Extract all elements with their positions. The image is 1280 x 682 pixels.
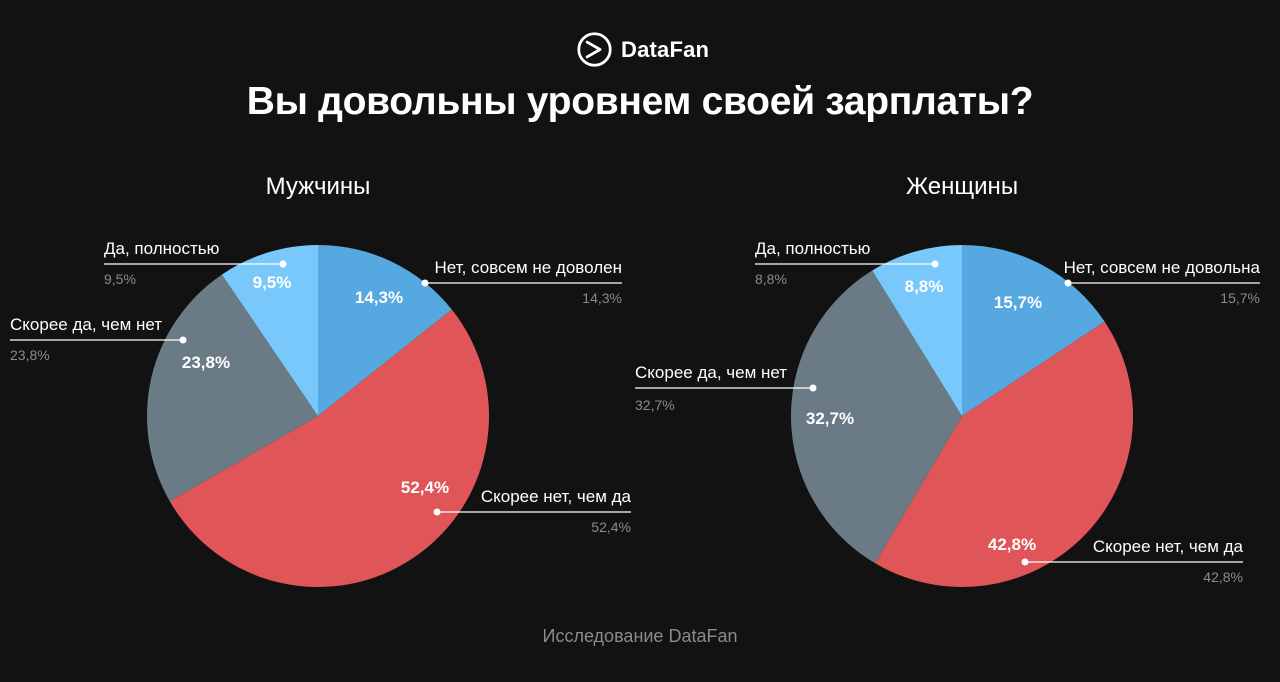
slice-value-label-men-no-at-all: 14,3% [355, 288, 403, 307]
chart-title-men: Мужчины [266, 173, 371, 200]
legend-value-men-rather-yes: 23,8% [10, 347, 50, 363]
pie-slice-men-yes-fully [221, 245, 318, 416]
callout-dot-women-no-at-all [1064, 279, 1072, 287]
slice-value-label-women-yes-fully: 8,8% [905, 277, 944, 296]
legend-label-men-yes-fully: Да, полностью [104, 239, 220, 258]
legend-label-men-rather-yes: Скорее да, чем нет [10, 315, 162, 334]
legend-label-men-no-at-all: Нет, совсем не доволен [435, 258, 623, 277]
legend-label-women-yes-fully: Да, полностью [755, 239, 871, 258]
play-arrow-logo-icon [577, 32, 612, 67]
slice-value-label-men-rather-no: 52,4% [401, 478, 449, 497]
slice-value-label-men-yes-fully: 9,5% [253, 273, 292, 292]
legend-value-men-yes-fully: 9,5% [104, 271, 136, 287]
brand-logo: DataFan [576, 31, 709, 68]
slice-value-label-women-rather-yes: 32,7% [806, 409, 854, 428]
callout-dot-men-yes-fully [279, 260, 287, 268]
legend-label-women-rather-no: Скорее нет, чем да [1093, 537, 1244, 556]
callout-dot-women-rather-yes [809, 384, 817, 392]
legend-value-men-no-at-all: 14,3% [582, 290, 622, 306]
slice-value-label-men-rather-yes: 23,8% [182, 353, 230, 372]
chart-title-women: Женщины [906, 173, 1018, 200]
callout-dot-men-rather-yes [179, 336, 187, 344]
legend-value-women-no-at-all: 15,7% [1220, 290, 1260, 306]
legend-label-men-rather-no: Скорее нет, чем да [481, 487, 632, 506]
callout-dot-women-yes-fully [931, 260, 939, 268]
pie-slice-men-no-at-all [318, 245, 452, 416]
legend-value-women-rather-yes: 32,7% [635, 397, 675, 413]
pie-slice-women-rather-no [874, 321, 1134, 588]
callout-dot-men-no-at-all [421, 279, 429, 287]
callout-dot-men-rather-no [433, 508, 441, 516]
legend-value-men-rather-no: 52,4% [591, 519, 631, 535]
slice-value-label-women-rather-no: 42,8% [988, 535, 1036, 554]
slice-value-label-women-no-at-all: 15,7% [994, 293, 1042, 312]
legend-value-women-yes-fully: 8,8% [755, 271, 787, 287]
pie-slice-women-yes-fully [872, 245, 962, 416]
page-title: Вы довольны уровнем своей зарплаты? [246, 80, 1034, 123]
pie-slice-women-no-at-all [962, 245, 1105, 416]
brand-name: DataFan [621, 36, 710, 62]
legend-label-women-rather-yes: Скорее да, чем нет [635, 363, 787, 382]
pie-slice-men-rather-no [169, 309, 490, 588]
pie-slice-men-rather-yes [147, 274, 318, 502]
callout-dot-women-rather-no [1021, 558, 1029, 566]
pie-slice-women-rather-yes [791, 270, 962, 564]
legend-label-women-no-at-all: Нет, совсем не довольна [1064, 258, 1261, 277]
legend-value-women-rather-no: 42,8% [1203, 569, 1243, 585]
footer-source: Исследование DataFan [542, 626, 738, 646]
